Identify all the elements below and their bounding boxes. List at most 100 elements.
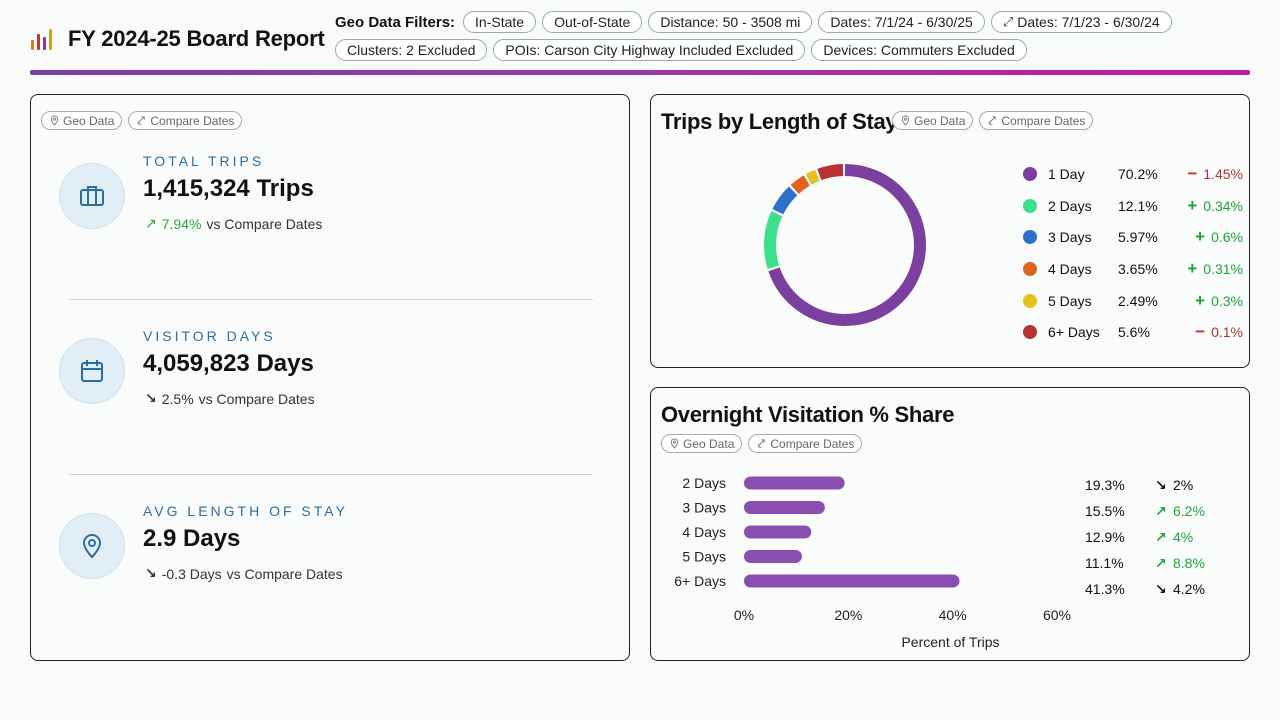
bar[interactable] (744, 501, 825, 514)
legend-delta-value: 0.31% (1203, 260, 1243, 277)
kpi-delta-suffix: vs Compare Dates (198, 390, 315, 407)
legend-color-dot (1023, 325, 1037, 340)
filter-chip-label: In-State (475, 14, 525, 30)
bar-value-label: 19.3% (1085, 477, 1125, 493)
bar-stat-row: 11.1% ↗ 8.8% (1085, 550, 1235, 576)
kpi-visitor-days: VISITOR DAYS 4,059,823 Days ↘ 2.5% vs Co… (59, 328, 599, 448)
compare-icon (988, 116, 997, 125)
kpi-chips: Geo Data Compare Dates (41, 111, 243, 130)
legend-row: 3 Days 5.97% +0.6% (1023, 221, 1243, 253)
geo-data-chip[interactable]: Geo Data (661, 434, 743, 453)
arrow-up-right-icon: ↗ (1155, 502, 1167, 519)
filter-chip[interactable]: Devices: Commuters Excluded (811, 39, 1027, 61)
compare-icon (137, 116, 146, 125)
legend-delta-value: 0.1% (1211, 324, 1243, 341)
kpi-delta: ↗ 7.94% vs Compare Dates (145, 215, 322, 232)
donut-slice[interactable] (764, 164, 926, 326)
kpi-value: 1,415,324 Trips (143, 175, 314, 202)
geo-data-chip[interactable]: Geo Data (892, 111, 974, 130)
filter-chip[interactable]: POIs: Carson City Highway Included Exclu… (493, 39, 806, 61)
bar-category-label: 3 Days (682, 500, 726, 516)
arrow-up-right-icon: ↗ (1155, 554, 1167, 571)
donut-chips: Geo Data Compare Dates (892, 111, 1094, 130)
legend-name: 5 Days (1048, 292, 1092, 309)
donut-slice[interactable] (764, 164, 926, 326)
bar[interactable] (744, 525, 812, 539)
compare-dates-chip[interactable]: Compare Dates (748, 434, 863, 453)
divider (69, 299, 593, 300)
compare-dates-chip[interactable]: Compare Dates (979, 111, 1094, 130)
bar[interactable] (744, 550, 802, 563)
filter-chip[interactable]: Distance: 50 - 3508 mi (648, 11, 813, 33)
plus-icon: + (1195, 227, 1206, 247)
filter-chip-label: Distance: 50 - 3508 mi (660, 14, 801, 30)
kpi-avg-length-of-stay: AVG LENGTH OF STAY 2.9 Days ↘ -0.3 Days … (59, 503, 599, 623)
x-tick-label: 60% (1043, 607, 1071, 623)
geo-data-chip-label: Geo Data (683, 436, 735, 451)
arrow-up-right-icon: ↗ (1155, 528, 1167, 545)
filter-chip-label: Clusters: 2 Excluded (347, 42, 476, 58)
minus-icon: − (1195, 322, 1206, 342)
geo-data-chip[interactable]: Geo Data (41, 111, 123, 130)
legend-delta: +0.31% (1174, 259, 1243, 279)
bar-chart: 2 Days 3 Days 4 Days 5 Days 6+ Days 0% 20% 40% 6… (674, 475, 1071, 650)
bar-delta-label: 4.2% (1173, 581, 1205, 597)
accent-divider (30, 70, 1250, 75)
overnight-visitation-card: Overnight Visitation % Share Geo Data Co… (650, 387, 1250, 661)
bar-stat-row: 15.5% ↗ 6.2% (1085, 498, 1235, 524)
kpi-delta-suffix: vs Compare Dates (206, 215, 323, 232)
filter-chip[interactable]: ⤢ Dates: 7/1/23 - 6/30/24 (990, 11, 1172, 33)
filter-chip[interactable]: Clusters: 2 Excluded (335, 39, 488, 61)
legend-row: 6+ Days 5.6% −0.1% (1023, 316, 1243, 348)
plus-icon: + (1195, 290, 1206, 310)
legend-delta: +0.6% (1174, 227, 1243, 247)
kpi-label: VISITOR DAYS (143, 328, 276, 344)
briefcase-icon (59, 163, 125, 229)
filter-chip-label: Out-of-State (554, 14, 631, 30)
donut-legend: 1 Day 70.2% −1.45% 2 Days 12.1% +0.34% 3 Days 5… (1023, 158, 1243, 348)
compare-dates-chip[interactable]: Compare Dates (128, 111, 243, 130)
filter-chip-label: Devices: Commuters Excluded (823, 42, 1015, 58)
kpi-delta-value: 2.5% (161, 390, 194, 407)
compare-dates-chip-label: Compare Dates (1001, 113, 1086, 128)
filter-chip-label: Dates: 7/1/23 - 6/30/24 (1017, 14, 1160, 30)
filter-chip-label: POIs: Carson City Highway Included Exclu… (505, 42, 794, 58)
arrow-up-right-icon: ↗ (145, 215, 157, 231)
location-pin-icon (901, 115, 910, 126)
kpi-value: 4,059,823 Days (143, 350, 314, 377)
filters-label: Geo Data Filters: (335, 13, 456, 31)
bar-stat-row: 41.3% ↘ 4.2% (1085, 576, 1235, 602)
legend-name: 6+ Days (1048, 324, 1100, 341)
bar-value-label: 15.5% (1085, 503, 1125, 519)
filter-chip[interactable]: In-State (463, 11, 537, 33)
filter-chip[interactable]: Out-of-State (542, 11, 643, 33)
bar[interactable] (744, 476, 845, 490)
divider (69, 474, 593, 475)
bar-category-label: 2 Days (682, 475, 726, 491)
legend-color-dot (1023, 166, 1037, 181)
bar-value-label: 11.1% (1085, 555, 1124, 571)
kpi-card: Geo Data Compare Dates TOTAL TRIPS 1,415… (30, 94, 630, 661)
kpi-total-trips: TOTAL TRIPS 1,415,324 Trips ↗ 7.94% vs C… (59, 153, 599, 273)
location-pin-icon (59, 513, 125, 579)
x-axis-label: Percent of Trips (901, 634, 999, 650)
card-title: Trips by Length of Stay (661, 109, 898, 134)
legend-pct: 70.2% (1118, 165, 1158, 182)
bar[interactable] (744, 574, 960, 588)
filter-chip-label: Dates: 7/1/24 - 6/30/25 (830, 14, 973, 30)
bar-category-label: 5 Days (682, 549, 726, 565)
geo-data-chip-label: Geo Data (914, 113, 966, 128)
filter-chip[interactable]: Dates: 7/1/24 - 6/30/25 (818, 11, 985, 33)
compare-icon (757, 439, 766, 448)
kpi-value: 2.9 Days (143, 525, 241, 552)
arrow-down-right-icon: ↘ (145, 565, 157, 581)
geo-data-chip-label: Geo Data (63, 113, 115, 128)
kpi-label: AVG LENGTH OF STAY (143, 503, 348, 519)
geo-data-filters: Geo Data Filters: In-State Out-of-State Di… (335, 11, 1235, 61)
bar-delta-label: 8.8% (1173, 555, 1205, 571)
kpi-delta-value: -0.3 Days (161, 565, 222, 582)
x-tick-label: 40% (939, 607, 967, 623)
kpi-delta-value: 7.94% (161, 215, 202, 232)
bar-category-label: 6+ Days (674, 573, 726, 589)
plus-icon: + (1187, 195, 1198, 215)
